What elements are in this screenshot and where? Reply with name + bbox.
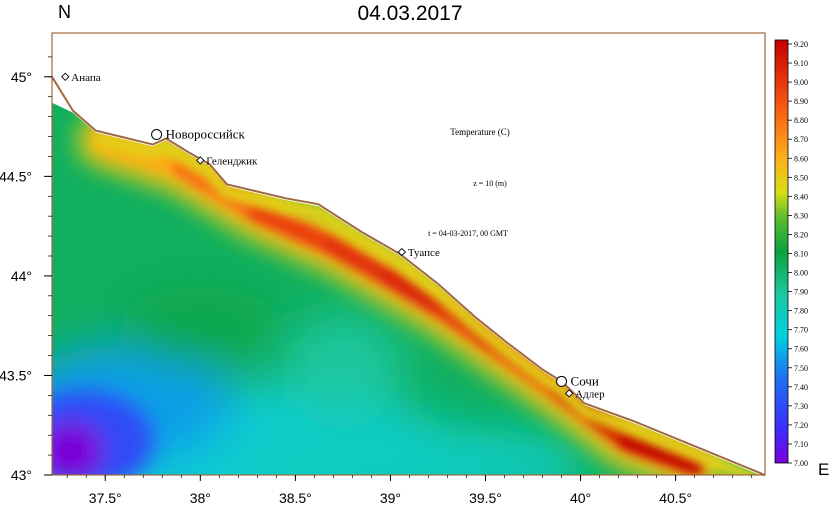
city-label: Анапа [71,72,100,84]
cool-patch [282,315,403,416]
warm-core-segment [380,267,458,322]
cold-core [52,421,104,478]
colorbar-label: 7.00 [794,459,808,468]
lon-tick-label: 39.5° [469,490,502,506]
lon-tick-label: 40° [570,490,591,506]
city-marker [397,247,407,257]
colorbar-label: 7.40 [794,383,808,392]
depth-annotation: z = 10 (m) [473,179,507,188]
city-label: Туапсе [408,247,440,259]
colorbar-label: 9.10 [794,59,808,68]
city-label: Сочи [571,373,599,388]
colorbar-label: 8.90 [794,97,808,106]
temperature-field [52,102,765,478]
colorbar-label: 8.70 [794,135,808,144]
colorbar-label: 8.50 [794,173,808,182]
colorbar-label: 8.40 [794,192,808,201]
lat-tick-label: 44° [11,268,32,284]
lat-tick-label: 43° [11,467,32,483]
colorbar-label: 7.30 [794,402,808,411]
city-label: Новороссийск [166,127,246,142]
city-marker-major [151,129,163,141]
colorbar: 9.20 9.10 9.00 8.90 8.80 8.70 8.60 8.50 8.40 8.30… [774,39,808,468]
city-markers: Анапа Новороссийск Геленджик Туапсе СочиАдле… [61,72,605,400]
variable-annotation: Temperature (C) [450,127,510,137]
cool-patch [229,425,590,478]
lon-tick-label: 37.5° [89,490,122,506]
lat-tick-label: 43.5° [0,367,32,383]
lon-tick-label: 38° [190,490,211,506]
map-frame [51,32,766,476]
warm-core-segment [247,202,344,257]
city-label: Адлер [575,388,605,400]
lon-tick-label: 39° [380,490,401,506]
colorbar-label: 7.50 [794,364,808,373]
east-label: E [818,460,830,479]
warm-core-segment [618,431,705,476]
time-annotation: t = 04-03-2017, 00 GMT [428,229,508,238]
colorbar-label: 8.10 [794,250,808,259]
colorbar-label: 7.70 [794,326,808,335]
north-label: N [58,2,71,22]
lon-tick-label: 40.5° [659,490,692,506]
colorbar-label: 7.80 [794,307,808,316]
colorbar-label: 8.80 [794,116,808,125]
lat-tick-label: 45° [11,69,32,85]
colorbar-scale [774,39,789,464]
colorbar-label: 9.20 [794,40,808,49]
colorbar-label: 7.20 [794,421,808,430]
city-label: Геленджик [206,155,258,167]
colorbar-label: 8.60 [794,154,808,163]
colorbar-label: 9.00 [794,78,808,87]
colorbar-label: 8.20 [794,230,808,239]
warm-core-segment [323,236,401,288]
colorbar-label: 7.10 [794,440,808,449]
lat-tick-label: 44.5° [0,168,32,184]
lon-tick-label: 38.5° [279,490,312,506]
colorbar-label: 8.30 [794,211,808,220]
colorbar-label: 7.60 [794,345,808,354]
axes: 37.5° 38° 38.5° 39° 39.5° 40° 40.5° 43° 43.5° 44°… [0,56,753,506]
city-marker-major [556,375,568,387]
map-title: 04.03.2017 [357,2,463,25]
colorbar-label: 8.00 [794,269,808,278]
city-marker [196,156,205,165]
cold-core-layer [52,391,154,478]
colorbar-labels: 9.20 9.10 9.00 8.90 8.80 8.70 8.60 8.50 8.40 8.30… [788,40,808,468]
mid-patch [120,285,281,366]
colorbar-label: 7.90 [794,288,808,297]
city-marker [564,389,574,398]
city-marker [61,72,70,81]
